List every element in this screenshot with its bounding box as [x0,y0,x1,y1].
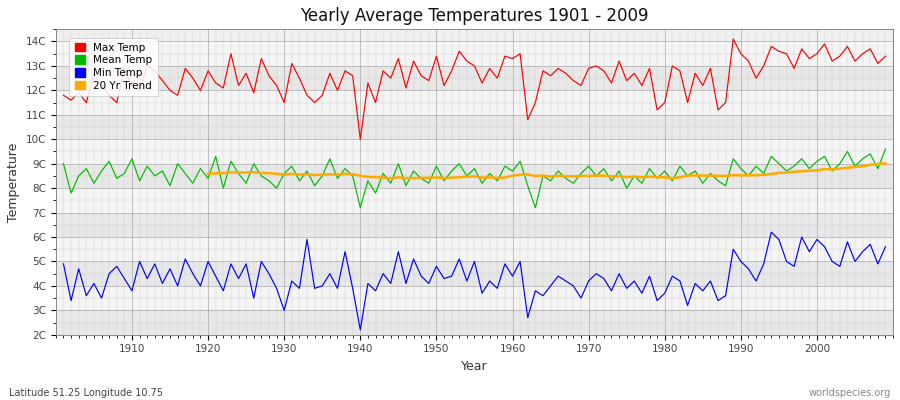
Bar [56,66,893,90]
Bar [56,237,893,262]
Bar [56,286,893,310]
Y-axis label: Temperature: Temperature [7,142,20,222]
Bar [56,164,893,188]
Bar [56,310,893,335]
Bar [56,212,893,237]
Text: Latitude 51.25 Longitude 10.75: Latitude 51.25 Longitude 10.75 [9,388,163,398]
Legend: Max Temp, Mean Temp, Min Temp, 20 Yr Trend: Max Temp, Mean Temp, Min Temp, 20 Yr Tre… [69,38,158,96]
Text: worldspecies.org: worldspecies.org [809,388,891,398]
Bar [56,188,893,212]
Title: Yearly Average Temperatures 1901 - 2009: Yearly Average Temperatures 1901 - 2009 [301,7,649,25]
Bar [56,115,893,139]
X-axis label: Year: Year [461,360,488,373]
Bar [56,262,893,286]
Bar [56,42,893,66]
Bar [56,90,893,115]
Bar [56,139,893,164]
